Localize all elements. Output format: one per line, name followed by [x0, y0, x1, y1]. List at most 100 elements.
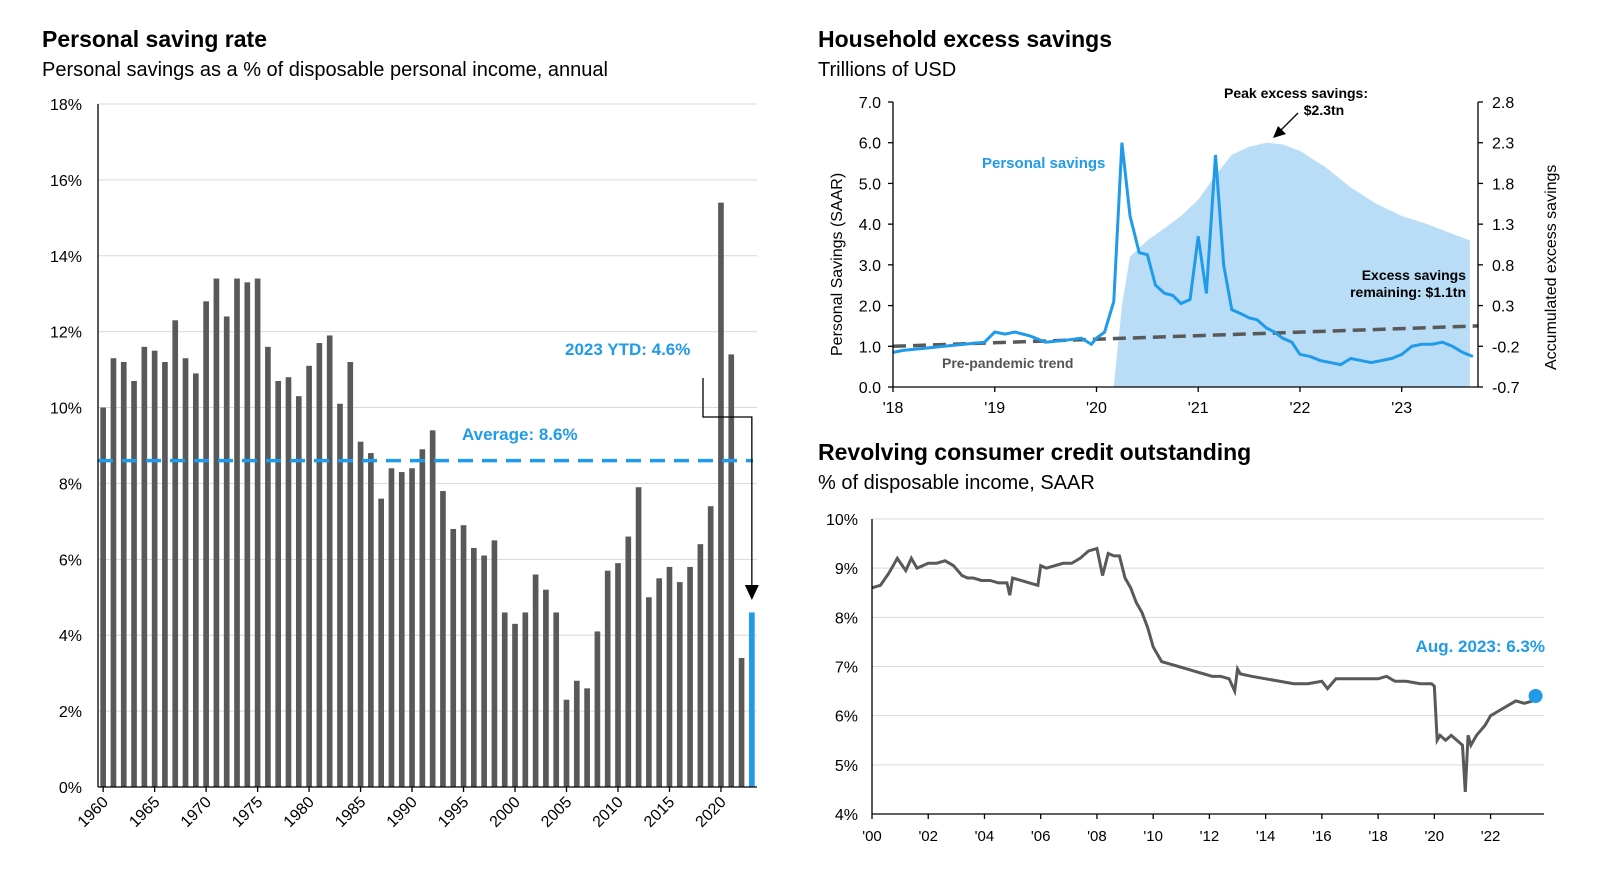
bar: [450, 528, 457, 787]
bar: [100, 407, 106, 787]
remaining-label-line1: Excess savings: [1362, 267, 1467, 283]
y-tick-label: 4%: [835, 807, 858, 824]
bar: [656, 578, 663, 787]
bar: [110, 358, 117, 787]
saving-rate-axes: [97, 104, 757, 788]
right-tick-label: -0.2: [1492, 339, 1520, 356]
right-tick-label: 0.3: [1492, 299, 1514, 316]
y-tick-label: 8%: [59, 476, 82, 493]
bar: [728, 354, 735, 787]
bar: [687, 566, 693, 787]
pre-pandemic-trend-line: [892, 324, 1479, 349]
bar: [543, 589, 549, 787]
left-tick-label: 3.0: [859, 258, 881, 275]
bar: [419, 449, 426, 787]
left-tick-label: 1.0: [859, 339, 881, 356]
left-axis-label: Personal Savings (SAAR): [829, 173, 846, 356]
bar-2023-ytd: [749, 612, 755, 787]
bar: [532, 574, 539, 787]
bar: [481, 555, 487, 787]
left-tick-label: 2.0: [859, 299, 881, 316]
bar: [306, 365, 312, 787]
excess-savings-chart: Household excess savings Trillions of US…: [818, 26, 1560, 417]
x-tick-label: 1960: [75, 794, 112, 831]
y-tick-label: 7%: [835, 660, 858, 677]
bar: [676, 582, 683, 787]
bar: [120, 362, 127, 787]
bar: [295, 396, 302, 787]
right-tick-label: 1.3: [1492, 217, 1514, 234]
x-tick-label: 2020: [693, 794, 730, 831]
right-tick-label: 0.8: [1492, 258, 1514, 275]
x-tick-label: 1965: [126, 794, 163, 831]
saving-rate-chart: Personal saving rate Personal savings as…: [42, 26, 759, 831]
bar: [646, 597, 652, 787]
revolving-credit-axes: [871, 519, 1544, 815]
x-tick-label: '20: [1425, 828, 1445, 845]
bar: [213, 278, 220, 787]
left-tick-label: 7.0: [859, 95, 881, 112]
bar: [141, 346, 148, 787]
bar: [604, 570, 611, 787]
revolving-credit-line: [871, 546, 1539, 792]
revolving-credit-y-ticks: 4% 5% 6% 7% 8% 9% 10%: [826, 512, 858, 824]
x-tick-label: '16: [1312, 828, 1332, 845]
peak-label-line2: $2.3tn: [1304, 102, 1344, 118]
saving-rate-x-ticks: 1960 1965 1970 1975 1980 1985 1990 1995 2000 2005…: [75, 787, 730, 831]
bar: [162, 362, 168, 787]
y-tick-label: 12%: [50, 325, 82, 342]
x-tick-label: '18: [1368, 828, 1388, 845]
bar: [573, 680, 580, 787]
revolving-credit-chart: Revolving consumer credit outstanding % …: [818, 439, 1545, 845]
y-tick-label: 10%: [826, 512, 858, 529]
x-tick-label: 1985: [332, 794, 369, 831]
ytd-arrowhead-icon: [744, 585, 759, 600]
x-tick-label: '12: [1200, 828, 1220, 845]
right-tick-label: 1.8: [1492, 176, 1514, 193]
bar: [522, 612, 529, 787]
average-label: Average: 8.6%: [462, 425, 578, 444]
y-tick-label: 5%: [835, 758, 858, 775]
right-tick-label: -0.7: [1492, 380, 1520, 397]
ytd-label: 2023 YTD: 4.6%: [565, 340, 690, 359]
x-tick-label: 1975: [229, 794, 266, 831]
excess-savings-right-ticks: -0.7 -0.2 0.3 0.8 1.3 1.8 2.3 2.8: [1478, 95, 1520, 397]
x-tick-label: '19: [984, 400, 1005, 417]
bar: [635, 487, 642, 787]
bar: [615, 563, 621, 787]
bar: [491, 540, 498, 787]
y-tick-label: 8%: [835, 610, 858, 627]
latest-value-marker: [1528, 689, 1543, 703]
excess-savings-axes: [892, 102, 1479, 388]
bar: [501, 612, 508, 787]
x-tick-label: 1980: [281, 794, 318, 831]
bar: [625, 536, 632, 787]
y-tick-label: 0%: [59, 780, 82, 797]
y-tick-label: 16%: [50, 173, 82, 190]
excess-savings-left-ticks: 0.0 1.0 2.0 3.0 4.0 5.0 6.0 7.0: [859, 95, 893, 397]
x-tick-label: '22: [1290, 400, 1311, 417]
bar: [265, 346, 271, 787]
x-tick-label: '08: [1087, 828, 1107, 845]
saving-rate-title: Personal saving rate: [42, 26, 267, 52]
bar: [666, 566, 673, 787]
saving-rate-y-ticks: 0% 2% 4% 6% 8% 10% 12% 14% 16% 18%: [50, 97, 82, 797]
excess-savings-x-ticks: '18 '19 '20 '21 '22 '23: [883, 387, 1412, 417]
left-tick-label: 4.0: [859, 217, 881, 234]
excess-savings-title: Household excess savings: [818, 26, 1112, 52]
x-tick-label: '02: [918, 828, 938, 845]
bar: [131, 380, 137, 787]
left-tick-label: 6.0: [859, 136, 881, 153]
bar: [234, 278, 240, 787]
right-axis-label: Accumulated excess savings: [1543, 165, 1560, 370]
bar: [471, 547, 477, 787]
y-tick-label: 6%: [59, 552, 82, 569]
revolving-credit-title: Revolving consumer credit outstanding: [818, 439, 1251, 465]
y-tick-label: 18%: [50, 97, 82, 114]
y-tick-label: 6%: [835, 709, 858, 726]
bar: [378, 498, 384, 787]
x-tick-label: 1970: [178, 794, 215, 831]
revolving-credit-x-ticks: '00 '02 '04 '06 '08 '10 '12 '14 '16 '18 '20 '22: [862, 814, 1500, 845]
right-tick-label: 2.8: [1492, 95, 1514, 112]
x-tick-label: '00: [862, 828, 882, 845]
